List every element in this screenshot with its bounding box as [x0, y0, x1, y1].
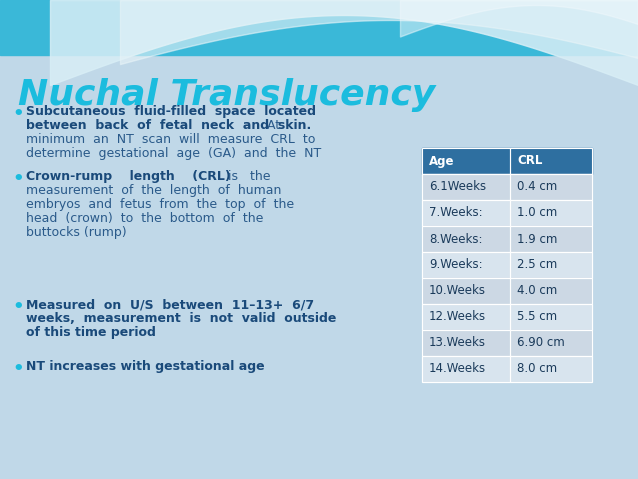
Text: minimum  an  NT  scan  will  measure  CRL  to: minimum an NT scan will measure CRL to: [26, 133, 315, 146]
Text: •: •: [12, 170, 24, 188]
Bar: [510, 252, 592, 278]
Text: 8.Weeks:: 8.Weeks:: [429, 232, 482, 246]
Text: 0.4 cm: 0.4 cm: [517, 181, 557, 194]
Text: head  (crown)  to  the  bottom  of  the: head (crown) to the bottom of the: [26, 212, 263, 225]
Bar: [510, 200, 592, 226]
Bar: [510, 148, 592, 174]
Bar: [422, 148, 510, 174]
Bar: [422, 304, 510, 330]
Text: 2.5 cm: 2.5 cm: [517, 259, 557, 272]
Text: 7.Weeks:: 7.Weeks:: [429, 206, 482, 219]
Text: Subcutaneous  fluid-filled  space  located: Subcutaneous fluid-filled space located: [26, 105, 316, 118]
Text: Measured  on  U/S  between  11–13+  6/7: Measured on U/S between 11–13+ 6/7: [26, 298, 314, 311]
Bar: [422, 226, 510, 252]
Bar: [422, 278, 510, 304]
Text: NT increases with gestational age: NT increases with gestational age: [26, 360, 265, 373]
Text: 1.9 cm: 1.9 cm: [517, 232, 558, 246]
Text: 4.0 cm: 4.0 cm: [517, 285, 557, 297]
Text: 6.1Weeks: 6.1Weeks: [429, 181, 486, 194]
Bar: [422, 200, 510, 226]
Text: 10.Weeks: 10.Weeks: [429, 285, 486, 297]
Text: 13.Weeks: 13.Weeks: [429, 337, 486, 350]
Bar: [510, 304, 592, 330]
Bar: [422, 174, 510, 200]
Bar: [422, 304, 510, 330]
Bar: [422, 330, 510, 356]
Bar: [510, 356, 592, 382]
Bar: [510, 174, 592, 200]
Text: Crown-rump    length    (CRL): Crown-rump length (CRL): [26, 170, 231, 183]
Text: of this time period: of this time period: [26, 326, 156, 339]
Text: 8.0 cm: 8.0 cm: [517, 363, 557, 376]
Text: weeks,  measurement  is  not  valid  outside: weeks, measurement is not valid outside: [26, 312, 336, 325]
Text: 6.90 cm: 6.90 cm: [517, 337, 565, 350]
Text: determine  gestational  age  (GA)  and  the  NT: determine gestational age (GA) and the N…: [26, 147, 322, 160]
Bar: [422, 278, 510, 304]
Bar: [510, 356, 592, 382]
Bar: [510, 278, 592, 304]
Text: Nuchal Translucency: Nuchal Translucency: [18, 78, 435, 112]
Bar: [510, 304, 592, 330]
Bar: [422, 356, 510, 382]
Bar: [510, 174, 592, 200]
Bar: [422, 252, 510, 278]
Text: 1.0 cm: 1.0 cm: [517, 206, 557, 219]
Bar: [510, 226, 592, 252]
Text: 14.Weeks: 14.Weeks: [429, 363, 486, 376]
Text: 5.5 cm: 5.5 cm: [517, 310, 557, 323]
Bar: [422, 356, 510, 382]
Bar: [422, 174, 510, 200]
Text: At: At: [263, 119, 280, 132]
Bar: [510, 200, 592, 226]
Bar: [510, 252, 592, 278]
Bar: [422, 330, 510, 356]
Bar: [422, 148, 510, 174]
Bar: [510, 330, 592, 356]
Text: buttocks (rump): buttocks (rump): [26, 226, 126, 239]
Text: 12.Weeks: 12.Weeks: [429, 310, 486, 323]
Text: embryos  and  fetus  from  the  top  of  the: embryos and fetus from the top of the: [26, 198, 294, 211]
Text: Age: Age: [429, 155, 454, 168]
Text: •: •: [12, 360, 24, 378]
Text: •: •: [12, 105, 24, 123]
Bar: [510, 278, 592, 304]
Bar: [422, 200, 510, 226]
Text: is   the: is the: [220, 170, 271, 183]
Text: •: •: [12, 298, 24, 316]
Text: between  back  of  fetal  neck  and  skin.: between back of fetal neck and skin.: [26, 119, 311, 132]
Bar: [422, 252, 510, 278]
Text: 9.Weeks:: 9.Weeks:: [429, 259, 482, 272]
Text: measurement  of  the  length  of  human: measurement of the length of human: [26, 184, 281, 197]
Bar: [422, 226, 510, 252]
Bar: [510, 226, 592, 252]
Text: CRL: CRL: [517, 155, 542, 168]
Bar: [0, 0, 638, 55]
Bar: [510, 148, 592, 174]
Bar: [510, 330, 592, 356]
